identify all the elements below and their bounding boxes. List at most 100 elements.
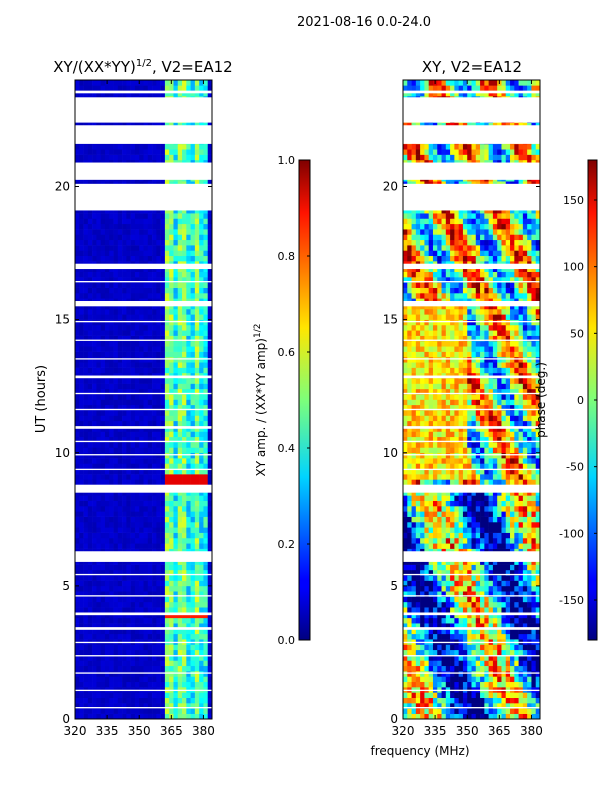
phase-cell xyxy=(407,537,412,544)
amplitude-cell xyxy=(169,692,174,698)
amplitude-cell xyxy=(96,399,101,406)
amplitude-cell xyxy=(109,356,114,363)
amplitude-cell xyxy=(207,516,213,523)
phase-cell xyxy=(411,543,417,549)
amplitude-cell xyxy=(186,601,191,608)
amplitude-cell xyxy=(75,580,80,587)
phase-cell xyxy=(432,708,438,714)
amplitude-cell xyxy=(83,569,89,576)
phase-cell xyxy=(497,623,502,629)
phase-cell xyxy=(445,676,451,683)
amplitude-cell xyxy=(169,452,174,459)
amplitude-cell xyxy=(160,623,166,629)
phase-cell xyxy=(424,617,429,624)
phase-cell xyxy=(497,676,502,683)
amplitude-cell xyxy=(194,383,200,390)
amplitude-cell xyxy=(186,575,191,581)
amplitude-cell xyxy=(122,617,127,624)
amplitude-cell xyxy=(190,479,196,485)
amplitude-cell xyxy=(122,649,127,656)
amplitude-cell xyxy=(134,703,140,709)
amplitude-cell xyxy=(207,346,213,352)
amplitude-cell xyxy=(75,591,80,597)
phase-cell xyxy=(415,644,421,651)
amplitude-cell xyxy=(92,420,97,427)
phase-cell xyxy=(518,596,524,603)
phase-cell xyxy=(407,660,412,667)
amplitude-cell xyxy=(160,479,166,485)
phase-cell xyxy=(480,660,485,667)
amplitude-cell xyxy=(130,655,136,661)
phase-cell xyxy=(535,692,541,698)
amplitude-cell xyxy=(117,335,123,342)
amplitude-cell xyxy=(122,287,127,294)
amplitude-cell xyxy=(194,479,200,485)
phase-cell xyxy=(480,649,485,656)
amplitude-cell xyxy=(190,511,196,517)
amplitude-cell xyxy=(83,660,89,667)
amplitude-cell xyxy=(139,649,144,656)
phase-cell xyxy=(437,617,442,624)
amplitude-cell xyxy=(87,452,93,459)
amplitude-cell xyxy=(126,468,131,475)
amplitude-cell xyxy=(96,229,101,235)
amplitude-cell xyxy=(169,303,174,310)
amplitude-cell xyxy=(87,154,93,161)
amplitude-cell xyxy=(152,282,157,288)
amplitude-cell xyxy=(117,500,123,507)
amplitude-cell xyxy=(96,527,101,533)
phase-cell xyxy=(531,665,537,672)
phase-cell xyxy=(475,633,481,640)
amplitude-cell xyxy=(194,303,200,310)
data-gap xyxy=(75,300,212,307)
amplitude-cell xyxy=(190,90,196,97)
amplitude-cell xyxy=(199,607,204,613)
amplitude-cell xyxy=(92,271,97,278)
amplitude-cell xyxy=(203,308,209,315)
amplitude-cell xyxy=(122,436,127,443)
amplitude-cell xyxy=(134,335,140,342)
phase-cell xyxy=(475,665,481,672)
amplitude-cell xyxy=(92,90,97,97)
phase-cell xyxy=(518,708,524,714)
phase-cell xyxy=(505,607,511,613)
amplitude-cell xyxy=(109,218,114,225)
amplitude-cell xyxy=(203,511,209,517)
amplitude-cell xyxy=(164,703,170,709)
amplitude-cell xyxy=(139,495,144,501)
phase-cell xyxy=(428,591,434,597)
amplitude-cell xyxy=(75,351,80,358)
amplitude-cell xyxy=(147,442,153,448)
amplitude-cell xyxy=(199,644,204,651)
phase-cell xyxy=(403,607,408,613)
amplitude-cell xyxy=(96,378,101,384)
amplitude-cell xyxy=(100,330,106,336)
amplitude-cell xyxy=(75,511,80,517)
amplitude-cell xyxy=(96,351,101,358)
amplitude-cell xyxy=(92,234,97,241)
amplitude-cell xyxy=(160,149,166,155)
amplitude-cell xyxy=(104,436,110,443)
amplitude-cell xyxy=(117,90,123,97)
amplitude-cell xyxy=(83,223,89,230)
amplitude-cell xyxy=(182,351,187,358)
amplitude-cell xyxy=(207,506,213,512)
amplitude-cell xyxy=(96,660,101,667)
amplitude-cell xyxy=(147,506,153,512)
amplitude-cell xyxy=(83,516,89,523)
amplitude-cell xyxy=(75,596,80,603)
amplitude-cell xyxy=(79,394,84,400)
amplitude-cell xyxy=(126,697,131,704)
amplitude-cell xyxy=(139,479,144,485)
amplitude-cell xyxy=(92,282,97,288)
amplitude-cell xyxy=(156,703,161,709)
amplitude-cell xyxy=(160,335,166,342)
phase-cell xyxy=(415,623,421,629)
amplitude-cell xyxy=(122,410,127,416)
amplitude-cell xyxy=(152,607,157,613)
amplitude-cell xyxy=(156,85,161,91)
amplitude-cell xyxy=(139,442,144,448)
amplitude-cell xyxy=(164,378,170,384)
phase-cell xyxy=(514,671,519,677)
